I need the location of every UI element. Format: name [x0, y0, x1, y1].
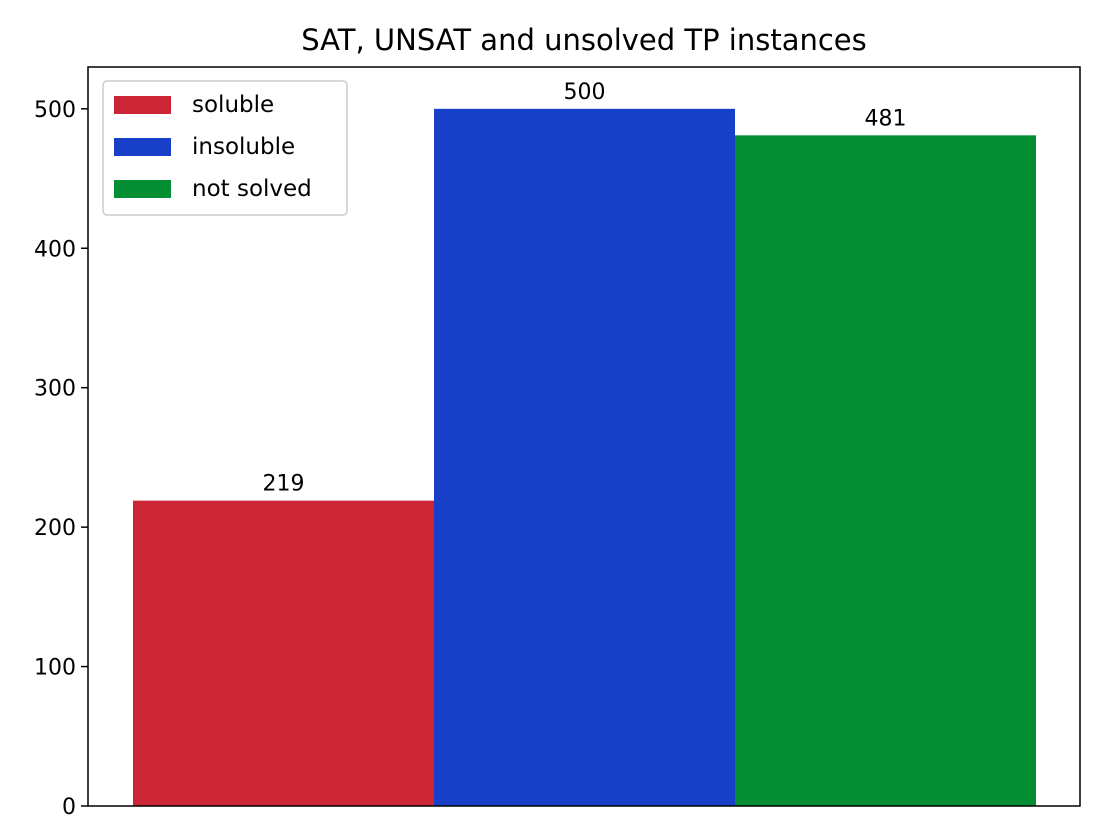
bar-value-label-soluble: 219: [263, 472, 305, 497]
y-tick-label: 0: [62, 795, 76, 820]
bars-layer: [133, 108, 1036, 807]
y-tick-label: 100: [34, 656, 76, 681]
bar-labels-layer: 219 500 481: [263, 80, 907, 497]
y-tick-label: 400: [34, 237, 76, 262]
bar-soluble: [133, 500, 434, 806]
bar-value-label-insoluble: 500: [564, 80, 606, 105]
legend-label-soluble: soluble: [192, 92, 274, 118]
legend-swatch-insoluble: [114, 138, 171, 156]
y-tick-label: 500: [34, 98, 76, 123]
chart-title: SAT, UNSAT and unsolved TP instances: [301, 23, 867, 57]
y-tick-label: 300: [34, 377, 76, 402]
legend-label-insoluble: insoluble: [192, 134, 295, 160]
legend-swatch-not-solved: [114, 180, 171, 198]
legend: soluble insoluble not solved: [102, 80, 348, 216]
bar-value-label-not-solved: 481: [865, 106, 907, 131]
legend-swatch-soluble: [114, 96, 171, 114]
bar-not-solved: [735, 135, 1036, 807]
plot-frame: [87, 66, 1081, 807]
y-tick-label: 200: [34, 516, 76, 541]
y-axis: 0 100 200 300 400 500: [34, 98, 88, 820]
legend-label-not-solved: not solved: [192, 176, 312, 202]
bar-insoluble: [434, 108, 735, 806]
